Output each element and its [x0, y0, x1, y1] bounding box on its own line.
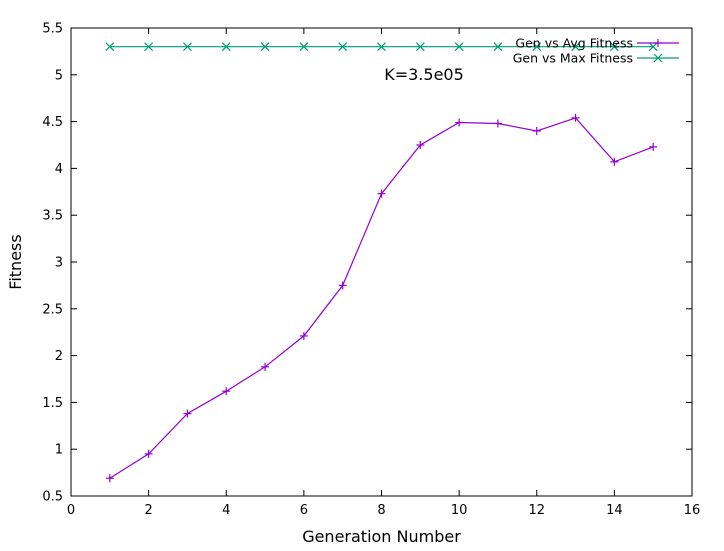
data-point: [144, 42, 154, 52]
data-point: [299, 331, 308, 340]
x-tick-label: 12: [528, 503, 545, 518]
data-point: [338, 281, 347, 290]
y-tick-label: 1.5: [42, 396, 63, 411]
data-point: [415, 42, 425, 52]
y-tick-label: 3: [55, 256, 63, 271]
y-tick-label: 2: [55, 349, 63, 364]
x-tick-label: 4: [222, 503, 230, 518]
data-point: [338, 42, 348, 52]
y-tick-label: 1: [55, 443, 63, 458]
data-point: [571, 113, 580, 122]
plot-frame: [70, 27, 693, 497]
y-axis-title: Fitness: [6, 234, 25, 289]
x-tick-label: 16: [684, 503, 701, 518]
y-tick-label: 4: [55, 162, 63, 177]
y-tick-label: 5.5: [42, 22, 63, 37]
y-tick-label: 4.5: [42, 115, 63, 130]
data-point: [144, 449, 153, 458]
y-tick-label: 5: [55, 68, 63, 83]
x-tick-label: 0: [67, 503, 75, 518]
data-point: [260, 42, 270, 52]
data-point: [299, 42, 309, 52]
data-point: [493, 42, 503, 52]
data-point: [261, 362, 270, 371]
legend-label-max: Gen vs Max Fitness: [513, 51, 633, 66]
series-line-0: [109, 117, 654, 479]
data-point: [377, 42, 386, 52]
y-tick-label: 2.5: [42, 302, 63, 317]
data-point: [416, 141, 425, 149]
legend-label-avg: Gen vs Avg Fitness: [515, 36, 633, 51]
y-tick-label: 3.5: [42, 209, 63, 224]
data-point: [105, 42, 115, 52]
axis-ticks: [70, 27, 693, 497]
legend: Gen vs Avg Fitness Gen vs Max Fitness: [513, 36, 679, 66]
data-point: [105, 474, 114, 483]
tick-labels: 0 2 4 6 8 10 12 14 16 0.5 1 1.5 2 2.5 3 3.5 4 4.5 5 5.5: [42, 22, 700, 519]
data-point: [183, 409, 192, 418]
y-tick-label: 0.5: [42, 490, 63, 505]
x-tick-label: 2: [144, 503, 152, 518]
x-tick-label: 8: [377, 503, 385, 518]
legend-marker-1: [653, 53, 663, 63]
data-point: [455, 118, 464, 127]
data-point: [454, 42, 464, 52]
data-point: [609, 42, 619, 52]
data-point: [183, 42, 192, 52]
x-tick-label: 14: [606, 503, 623, 518]
data-point: [648, 42, 658, 52]
data-point: [493, 119, 502, 128]
x-tick-label: 6: [300, 503, 308, 518]
data-point: [532, 126, 541, 135]
series-layer: [105, 42, 658, 483]
data-point: [649, 142, 658, 151]
data-point: [610, 157, 619, 166]
data-point: [222, 387, 231, 396]
x-tick-label: 10: [451, 503, 468, 518]
data-point: [532, 42, 542, 52]
x-axis-title: Generation Number: [302, 527, 461, 546]
legend-marker-0: [654, 39, 662, 47]
data-point: [377, 189, 386, 198]
data-point: [571, 42, 580, 52]
data-point: [221, 42, 231, 52]
k-annotation: K=3.5e05: [384, 65, 464, 84]
